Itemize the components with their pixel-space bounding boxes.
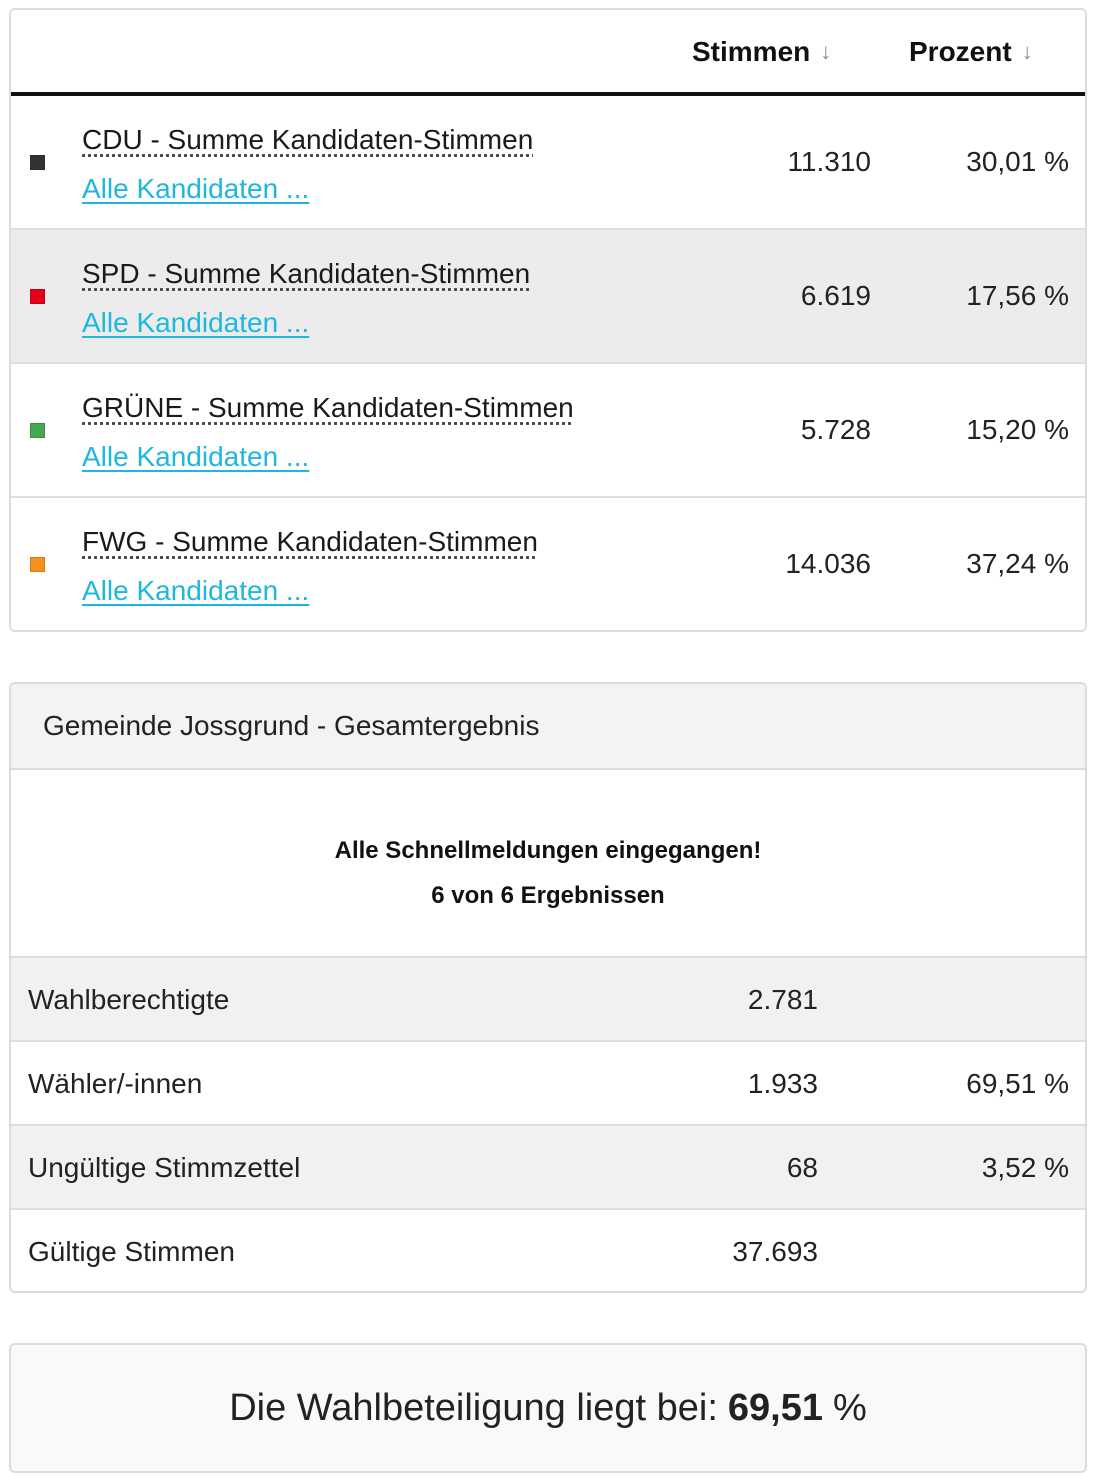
status-line-complete: Alle Schnellmeldungen eingegangen! xyxy=(334,837,762,864)
stat-value: 68 xyxy=(786,1152,818,1183)
all-candidates-link[interactable]: Alle Kandidaten ... xyxy=(82,441,310,472)
percent-value: 15,20 % xyxy=(966,414,1069,445)
status-line-count: 6 von 6 Ergebnissen xyxy=(431,882,665,909)
all-candidates-link[interactable]: Alle Kandidaten ... xyxy=(82,173,310,204)
party-color-swatch-icon xyxy=(30,423,45,438)
stat-label: Gültige Stimmen xyxy=(28,1236,235,1267)
stat-row-valid: Gültige Stimmen 37.693 xyxy=(11,1208,1085,1291)
party-label[interactable]: CDU - Summe Kandidaten-Stimmen xyxy=(82,124,534,155)
column-label-percent: Prozent xyxy=(909,36,1012,67)
status-message: Alle Schnellmeldungen eingegangen! 6 von… xyxy=(11,770,1085,956)
party-color-swatch-icon xyxy=(30,289,45,304)
table-header: Stimmen ↓ Prozent ↓ xyxy=(11,10,1085,96)
votes-value: 5.728 xyxy=(800,414,871,445)
column-header-votes[interactable]: Stimmen ↓ xyxy=(692,36,831,68)
stat-percent: 3,52 % xyxy=(981,1152,1069,1183)
sort-arrow-down-icon[interactable]: ↓ xyxy=(820,39,832,64)
party-color-swatch-icon xyxy=(30,155,45,170)
stat-value: 1.933 xyxy=(747,1068,818,1099)
stat-row-voters: Wähler/-innen 1.933 69,51 % xyxy=(11,1040,1085,1124)
table-row-gruene: GRÜNE - Summe Kandidaten-Stimmen Alle Ka… xyxy=(11,364,1085,498)
all-candidates-link[interactable]: Alle Kandidaten ... xyxy=(82,575,310,606)
stat-label: Wahlberechtigte xyxy=(28,984,230,1015)
stat-value: 37.693 xyxy=(732,1236,818,1267)
table-row-spd: SPD - Summe Kandidaten-Stimmen Alle Kand… xyxy=(11,230,1085,364)
party-label[interactable]: SPD - Summe Kandidaten-Stimmen xyxy=(82,258,531,289)
votes-value: 6.619 xyxy=(800,280,871,311)
votes-value: 11.310 xyxy=(787,146,871,177)
turnout-banner: Die Wahlbeteiligung liegt bei: 69,51 % xyxy=(9,1343,1087,1473)
stat-percent: 69,51 % xyxy=(966,1068,1069,1099)
summary-card: Gemeinde Jossgrund - Gesamtergebnis Alle… xyxy=(9,682,1087,1293)
table-row-fwg: FWG - Summe Kandidaten-Stimmen Alle Kand… xyxy=(11,498,1085,630)
stat-label: Ungültige Stimmzettel xyxy=(28,1152,301,1183)
party-results-table: Stimmen ↓ Prozent ↓ CDU - Summe Kandidat… xyxy=(9,8,1087,632)
turnout-value: 69,51 xyxy=(727,1386,823,1429)
table-row-cdu: CDU - Summe Kandidaten-Stimmen Alle Kand… xyxy=(11,96,1085,230)
stat-row-eligible: Wahlberechtigte 2.781 xyxy=(11,956,1085,1040)
summary-title: Gemeinde Jossgrund - Gesamtergebnis xyxy=(11,684,1085,770)
percent-value: 30,01 % xyxy=(966,146,1069,177)
column-label-votes: Stimmen xyxy=(692,36,811,67)
all-candidates-link[interactable]: Alle Kandidaten ... xyxy=(82,307,310,338)
stat-label: Wähler/-innen xyxy=(28,1068,203,1099)
stat-value: 2.781 xyxy=(747,984,818,1015)
stat-row-invalid: Ungültige Stimmzettel 68 3,52 % xyxy=(11,1124,1085,1208)
turnout-suffix: % xyxy=(832,1386,867,1429)
party-label[interactable]: GRÜNE - Summe Kandidaten-Stimmen xyxy=(82,392,574,423)
party-color-swatch-icon xyxy=(30,557,45,572)
turnout-prefix: Die Wahlbeteiligung liegt bei: xyxy=(229,1386,718,1429)
votes-value: 14.036 xyxy=(785,548,871,579)
column-header-percent[interactable]: Prozent ↓ xyxy=(909,36,1033,68)
percent-value: 17,56 % xyxy=(966,280,1069,311)
party-label[interactable]: FWG - Summe Kandidaten-Stimmen xyxy=(82,526,538,557)
sort-arrow-down-icon[interactable]: ↓ xyxy=(1021,39,1033,64)
percent-value: 37,24 % xyxy=(966,548,1069,579)
